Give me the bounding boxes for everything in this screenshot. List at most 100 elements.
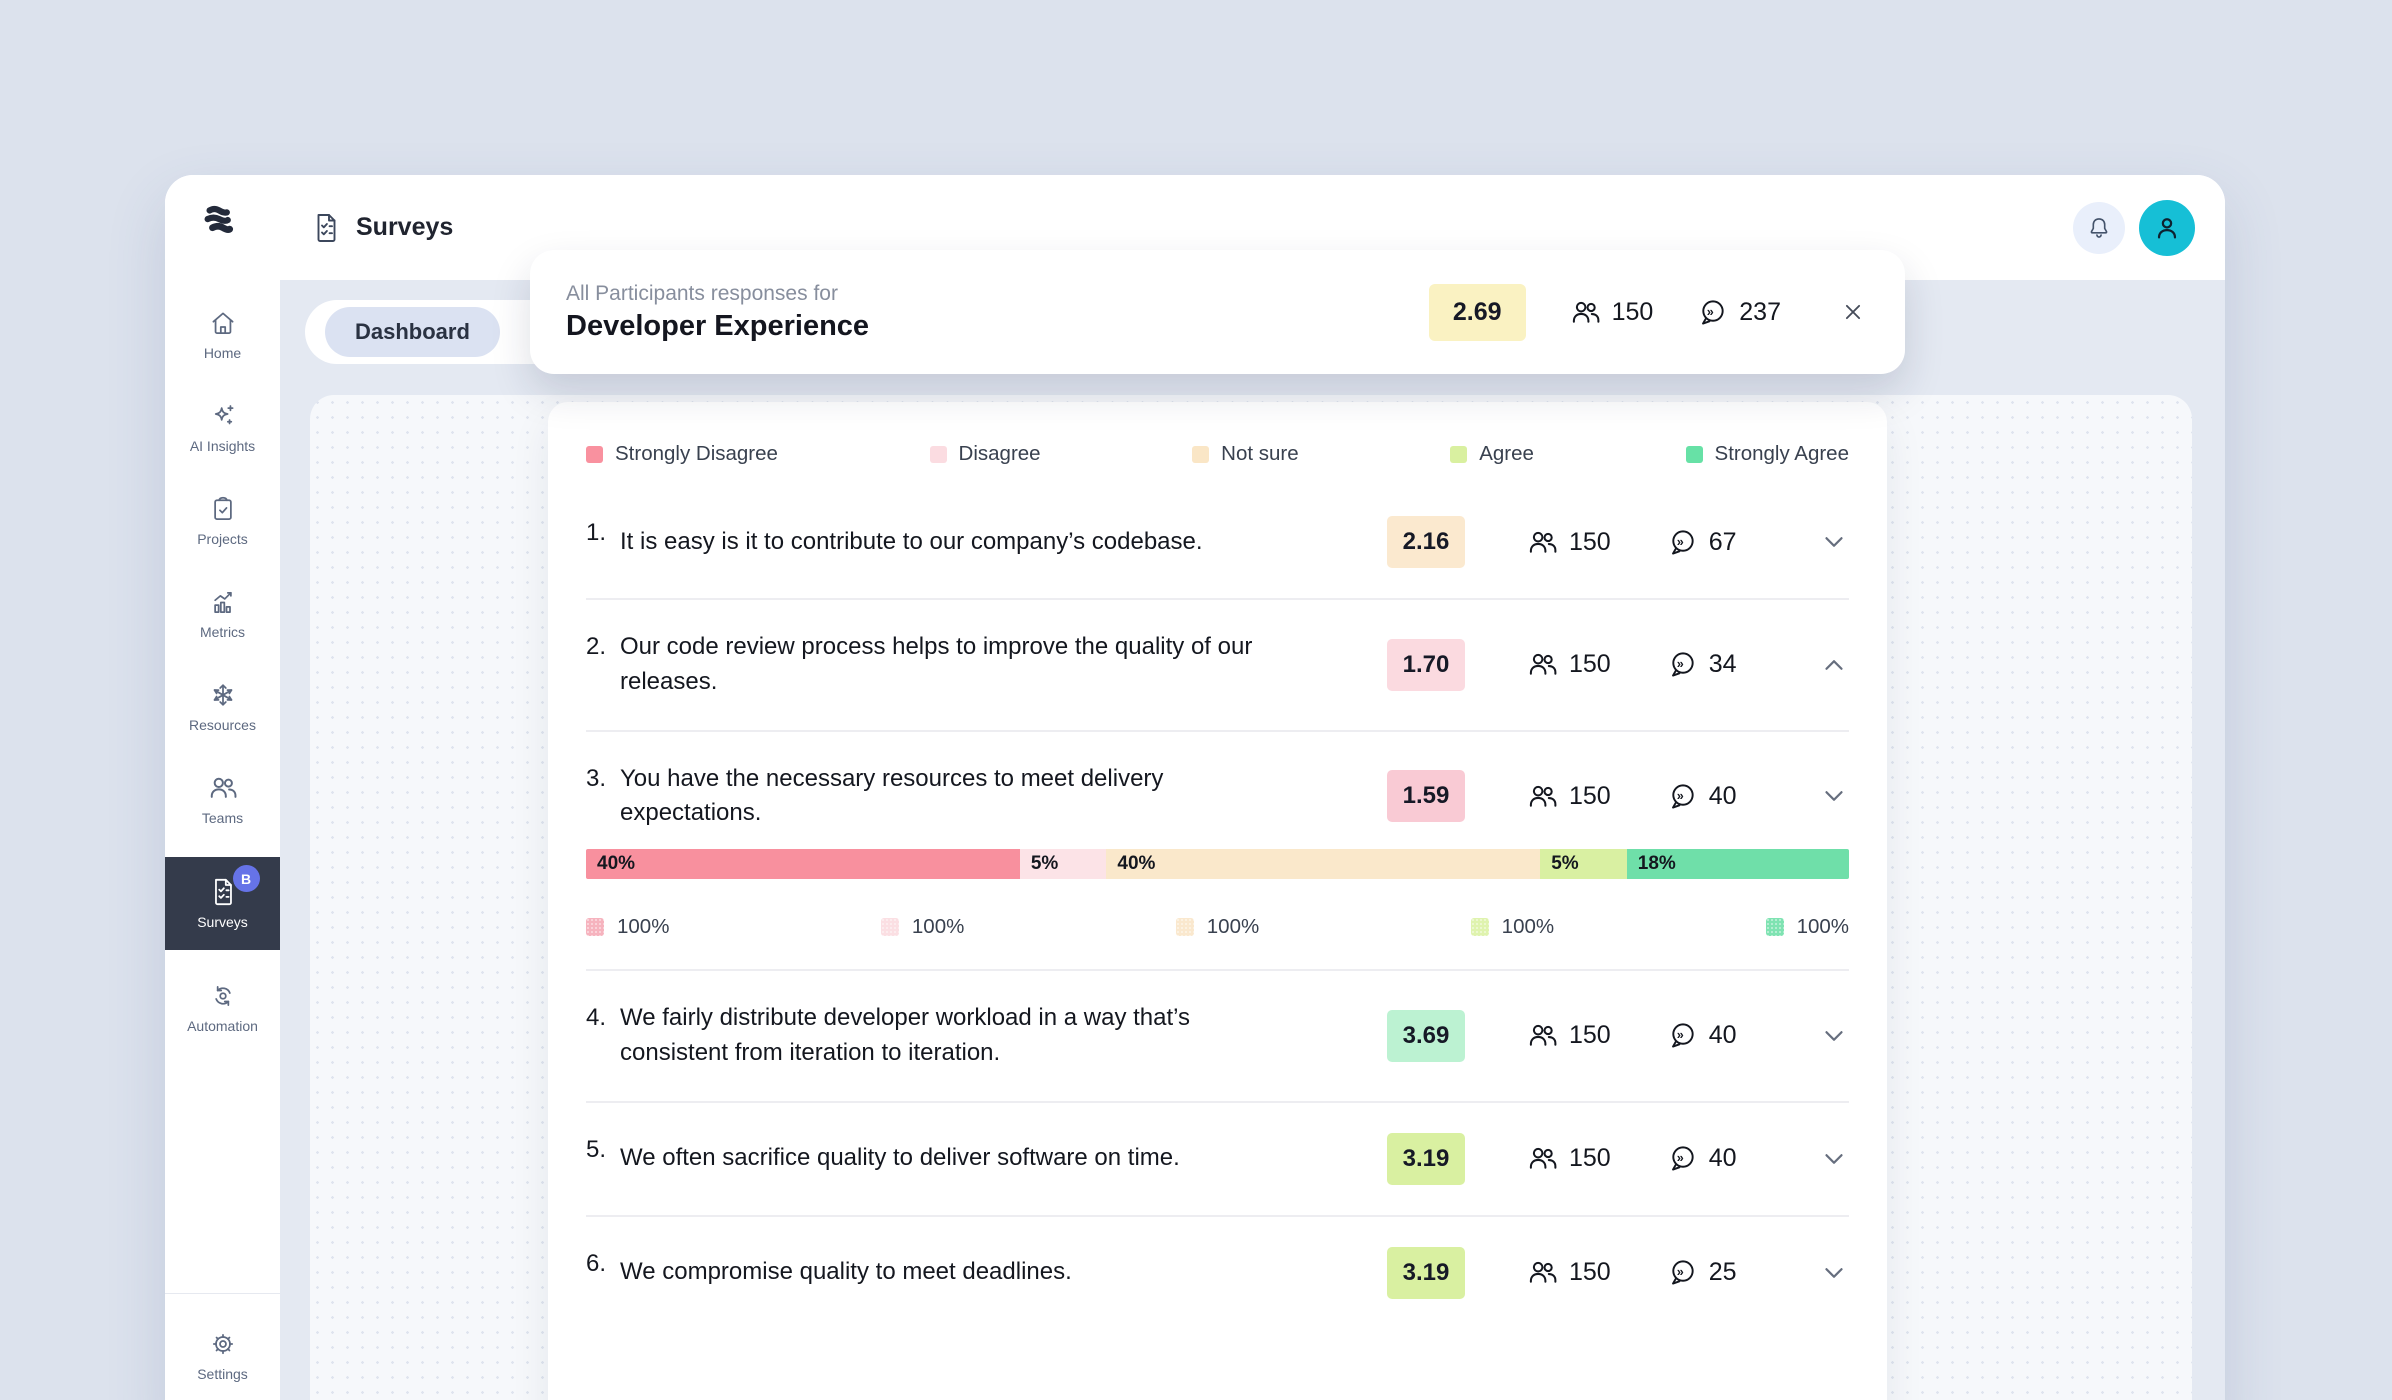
legend-swatch: [929, 445, 947, 463]
person-icon: [2152, 213, 2182, 243]
sidebar-item-label: Settings: [197, 1366, 248, 1382]
page-title: Surveys: [356, 213, 454, 241]
sidebar-bottom: Settings ?: [165, 1293, 280, 1400]
question-score-badge: 3.69: [1387, 1009, 1465, 1062]
distribution-segment: 18%: [1626, 849, 1849, 880]
sidebar-item-automation[interactable]: Automation: [165, 972, 280, 1043]
surveys-badge: B: [232, 865, 260, 892]
users-icon: [1529, 785, 1557, 807]
question-text: We fairly distribute developer workload …: [620, 1004, 1191, 1066]
tab-dashboard[interactable]: Dashboard: [325, 307, 500, 357]
question-text: We compromise quality to meet deadlines.: [620, 1258, 1072, 1286]
question-comments: 34: [1667, 649, 1737, 680]
modal-header: All Participants responses for Developer…: [530, 250, 1905, 374]
responses-modal: All Participants responses for Developer…: [530, 250, 1905, 1400]
distribution-segment: 40%: [1106, 849, 1541, 880]
modal-body: Strongly Disagree Disagree Not sure Agre…: [548, 402, 1887, 1400]
distribution-segment: 40%: [586, 849, 1020, 880]
question-comments: 67: [1667, 527, 1737, 558]
question-comments: 25: [1667, 1257, 1737, 1288]
sidebar-item-ai-insights[interactable]: AI Insights: [165, 392, 280, 463]
legend-item: Strongly Agree: [1685, 442, 1849, 466]
legend-swatch: [1175, 918, 1194, 937]
question-score-badge: 3.19: [1387, 1132, 1465, 1185]
legend-swatch: [586, 445, 603, 463]
question-list: 1. It is easy is it to contribute to our…: [586, 486, 1849, 1329]
sidebar-item-resources[interactable]: Resources: [165, 671, 280, 742]
expand-chevron-icon[interactable]: [1819, 527, 1849, 557]
expand-chevron-icon[interactable]: [1819, 781, 1849, 811]
distribution-legend-item: 100%: [1765, 915, 1849, 939]
comments-icon: [1671, 1023, 1694, 1048]
distribution-legend-item: 100%: [880, 915, 964, 939]
legend-swatch: [1450, 445, 1468, 463]
sparkle-icon: [208, 401, 238, 431]
legend-item: Disagree: [929, 442, 1041, 466]
sidebar-item-metrics[interactable]: Metrics: [165, 578, 280, 649]
distribution-legend: 100% 100% 100% 100%: [586, 915, 1849, 939]
sidebar-item-label: Surveys: [197, 914, 248, 930]
question-row: 3. You have the necessary resources to m…: [586, 729, 1849, 970]
users-icon: [1529, 531, 1557, 553]
sidebar: Home AI Insights: [165, 175, 280, 1400]
expand-chevron-icon[interactable]: [1819, 1144, 1849, 1174]
question-comments: 40: [1667, 781, 1737, 812]
question-score-badge: 1.59: [1387, 770, 1465, 823]
home-icon: [208, 308, 238, 338]
surveys-page-icon: [310, 212, 342, 244]
question-comments: 40: [1667, 1020, 1737, 1051]
comments-icon: [1671, 1260, 1694, 1285]
question-participants: 150: [1527, 1143, 1611, 1174]
settings-gear-icon: [208, 1329, 238, 1359]
expand-chevron-icon[interactable]: [1819, 1258, 1849, 1288]
sidebar-item-label: Projects: [197, 531, 248, 547]
question-comments: 40: [1667, 1143, 1737, 1174]
expand-chevron-icon[interactable]: [1819, 1021, 1849, 1051]
question-number: 4.: [586, 1004, 607, 1032]
legend-item: Agree: [1450, 442, 1534, 466]
legend-item: Strongly Disagree: [586, 442, 778, 466]
surveys-icon: B: [208, 865, 260, 907]
legend-swatch: [1765, 918, 1784, 937]
clipboard-icon: [208, 494, 238, 524]
question-participants: 150: [1527, 1257, 1611, 1288]
question-participants: 150: [1527, 781, 1611, 812]
distribute-arrows-icon: [208, 680, 238, 710]
sidebar-item-label: Teams: [201, 810, 244, 826]
question-number: 1.: [586, 519, 607, 546]
avatar[interactable]: [2139, 199, 2195, 256]
comments-icon: [1671, 784, 1694, 809]
teams-icon: [208, 773, 238, 803]
legend-swatch: [1192, 445, 1210, 463]
question-score-badge: 3.19: [1387, 1246, 1465, 1299]
collapse-chevron-icon[interactable]: [1819, 650, 1849, 680]
question-number: 2.: [586, 633, 607, 660]
comments-icon: [1671, 529, 1694, 555]
participants-count: 150: [1611, 297, 1654, 326]
question-score-badge: 2.16: [1387, 516, 1465, 568]
sidebar-item-teams[interactable]: Teams: [165, 764, 280, 835]
question-number: 3.: [586, 764, 607, 792]
question-text: It is easy is it to contribute to our co…: [620, 527, 1203, 555]
app-logo[interactable]: [200, 195, 246, 247]
sidebar-item-label: Metrics: [199, 624, 246, 640]
comments-icon: [1702, 299, 1724, 325]
question-row: 4. We fairly distribute developer worklo…: [586, 969, 1849, 1101]
sidebar-item-settings[interactable]: Settings: [165, 1320, 280, 1391]
modal-subtitle: All Participants responses for: [566, 281, 838, 305]
notifications-button[interactable]: [2073, 201, 2125, 254]
legend-swatch: [1470, 918, 1489, 937]
sidebar-item-home[interactable]: Home: [165, 299, 280, 370]
comments-count: 237: [1739, 297, 1781, 326]
question-row: 2. Our code review process helps to impr…: [586, 598, 1849, 730]
distribution-legend-item: 100%: [1175, 915, 1259, 939]
close-button[interactable]: [1839, 297, 1869, 327]
legend-swatch: [1685, 445, 1703, 463]
sidebar-item-surveys[interactable]: B Surveys: [165, 857, 280, 950]
sidebar-item-label: Automation: [187, 1018, 258, 1034]
bell-icon: [2086, 215, 2112, 241]
sidebar-item-projects[interactable]: Projects: [165, 485, 280, 556]
sidebar-divider: [165, 1293, 280, 1294]
question-row: 5. We often sacrifice quality to deliver…: [586, 1100, 1849, 1215]
